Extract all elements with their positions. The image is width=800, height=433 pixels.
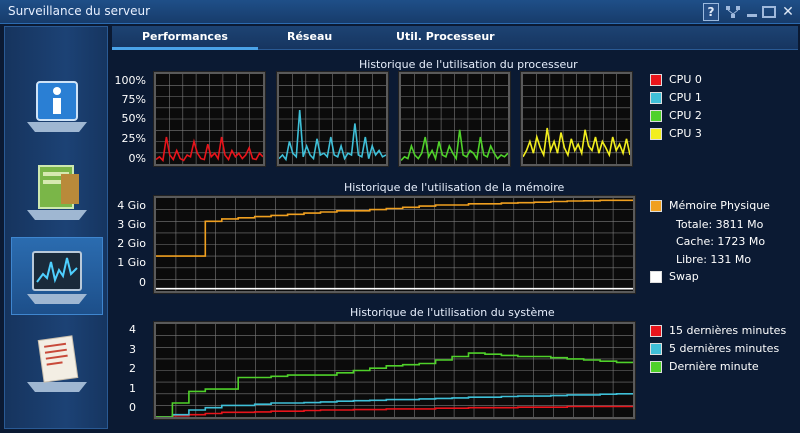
load1-swatch (650, 360, 662, 373)
cpu1-series-line (279, 109, 386, 162)
title-bar: Surveillance du serveur ? ✕ (0, 0, 800, 24)
legend-1min: Dernière minute (650, 360, 759, 373)
legend-label: CPU 1 (669, 91, 702, 104)
cpu-ytick: 75% (121, 93, 146, 106)
sidebar-item-monitor[interactable] (11, 237, 103, 315)
cpu-ytick: 100% (114, 74, 146, 87)
legend-label: 15 dernières minutes (669, 324, 787, 337)
legend-cpu1: CPU 1 (650, 91, 702, 104)
minimize-icon[interactable] (745, 3, 759, 21)
memory-total: Totale: 3811 Mo (676, 218, 764, 231)
cpu2-swatch (650, 109, 662, 122)
cpu1-swatch (650, 91, 662, 104)
legend-swap: Swap (650, 270, 699, 283)
legend-physical-memory: Mémoire Physique (650, 199, 770, 212)
cpu3-swatch (650, 127, 662, 140)
system-section-title: Historique de l'utilisation du système (350, 306, 555, 319)
help-button[interactable]: ? (703, 3, 719, 21)
legend-label: Dernière minute (669, 360, 759, 373)
cpu3-series-line (523, 127, 630, 158)
cpu0-series-line (156, 136, 263, 163)
cpu3-plot (520, 71, 633, 167)
info-icon (27, 81, 87, 132)
server-icon (27, 165, 87, 220)
mem-ytick: 1 Gio (117, 256, 146, 269)
load5-swatch (650, 342, 662, 355)
physical-memory-series-line (156, 199, 633, 257)
sys-ytick: 3 (129, 343, 136, 356)
swap-swatch (650, 270, 662, 283)
memory-plot (153, 195, 636, 294)
sidebar (4, 26, 108, 429)
maximize-icon[interactable] (762, 3, 776, 21)
cpu0-swatch (650, 73, 662, 86)
legend-cpu0: CPU 0 (650, 73, 702, 86)
load1-series-line (156, 352, 633, 417)
legend-5min: 5 dernières minutes (650, 342, 779, 355)
legend-cpu2: CPU 2 (650, 109, 702, 122)
close-button[interactable]: ✕ (782, 4, 794, 20)
window-title: Surveillance du serveur (8, 4, 151, 18)
sidebar-item-report[interactable] (11, 325, 103, 403)
mem-ytick: 4 Gio (117, 199, 146, 212)
legend-label: CPU 3 (669, 127, 702, 140)
sys-ytick: 2 (129, 362, 136, 375)
sys-ytick: 1 (129, 382, 136, 395)
legend-label: CPU 2 (669, 109, 702, 122)
document-icon (27, 335, 87, 392)
physical-memory-swatch (650, 199, 662, 212)
mem-ytick: 0 (139, 276, 146, 289)
sys-ytick: 0 (129, 401, 136, 414)
legend-label: CPU 0 (669, 73, 702, 86)
memory-cache: Cache: 1723 Mo (676, 235, 766, 248)
sys-ytick: 4 (129, 323, 136, 336)
cpu-ytick: 50% (121, 112, 146, 125)
mem-ytick: 2 Gio (117, 237, 146, 250)
legend-label: Mémoire Physique (669, 199, 770, 212)
network-icon[interactable] (724, 3, 742, 21)
main-panel: Performances Réseau Util. Processeur His… (112, 26, 798, 429)
memory-section-title: Historique de l'utilisation de la mémoir… (344, 181, 565, 194)
cpu2-plot (398, 71, 511, 167)
cpu-ytick: 0% (128, 152, 146, 165)
memory-free: Libre: 131 Mo (676, 253, 752, 266)
sidebar-item-info[interactable] (11, 67, 103, 145)
legend-label: 5 dernières minutes (669, 342, 780, 355)
cpu1-plot (276, 71, 389, 167)
cpu2-series-line (401, 129, 508, 162)
load15-swatch (650, 324, 662, 337)
load15-series-line (156, 405, 633, 417)
cpu-section-title: Historique de l'utilisation du processeu… (359, 58, 578, 71)
cpu0-plot (153, 71, 266, 167)
tab-performances[interactable]: Performances (112, 30, 258, 50)
tab-bar: Performances Réseau Util. Processeur (112, 26, 798, 50)
load5-series-line (156, 393, 633, 417)
mem-ytick: 3 Gio (117, 218, 146, 231)
legend-label: Swap (669, 270, 699, 283)
legend-cpu3: CPU 3 (650, 127, 702, 140)
tab-util-processeur[interactable]: Util. Processeur (396, 30, 495, 43)
system-plot (153, 321, 636, 420)
tab-reseau[interactable]: Réseau (287, 30, 333, 43)
cpu-ytick: 25% (121, 132, 146, 145)
monitor-chart-icon (27, 251, 87, 304)
sidebar-item-server[interactable] (11, 153, 103, 231)
legend-15min: 15 dernières minutes (650, 324, 786, 337)
